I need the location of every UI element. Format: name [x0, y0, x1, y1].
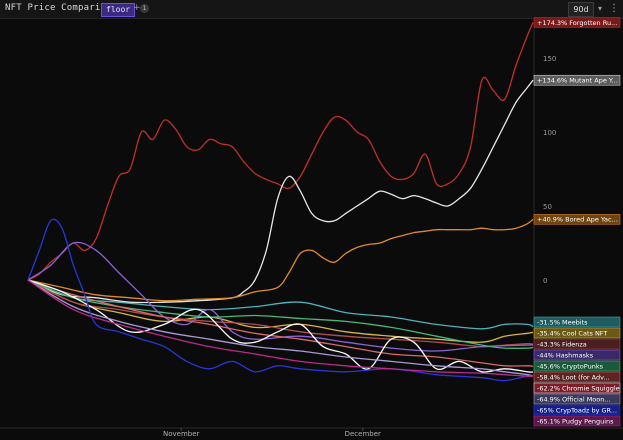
series-line-8: [27, 279, 534, 368]
y-tick-label: 100: [543, 129, 556, 137]
series-line-9: [27, 279, 534, 373]
series-line-0: [27, 22, 534, 281]
series-label-box-2: [533, 214, 621, 225]
x-tick-label: November: [163, 430, 200, 438]
series-label-box-8: [533, 371, 621, 383]
series-label-box-0: [533, 17, 621, 28]
series-line-1: [27, 79, 534, 304]
add-metric-button[interactable]: +: [133, 3, 141, 13]
y-tick-label: 0: [543, 277, 547, 285]
series-end-label-3: -31.5% Meebits: [537, 318, 588, 326]
series-line-12: [27, 279, 534, 378]
series-label-box-7: [533, 360, 621, 372]
range-select[interactable]: 90d: [568, 2, 594, 17]
series-end-label-5: -43.3% Fidenza: [537, 340, 587, 348]
y-tick-label: 150: [543, 55, 556, 63]
series-line-4: [27, 279, 534, 343]
series-line-3: [27, 279, 534, 330]
series-end-label-9: -62.2% Chromie Squiggle: [537, 384, 620, 392]
chevron-down-icon[interactable]: ▾: [597, 4, 602, 13]
series-label-box-12: [533, 415, 621, 427]
series-label-box-5: [533, 338, 621, 350]
series-label-box-9: [533, 382, 621, 394]
series-line-6: [27, 241, 534, 352]
x-tick-label: December: [345, 430, 381, 438]
series-end-label-8: -58.4% Loot (for Adv...: [537, 373, 610, 381]
series-end-label-4: -35.4% Cool Cats NFT: [537, 329, 607, 337]
series-line-10: [27, 279, 534, 377]
series-end-label-11: -65% CrypToadz by GR...: [537, 406, 617, 414]
series-label-box-1: [533, 74, 621, 86]
more-vertical-icon[interactable]: ⋮: [609, 3, 619, 14]
series-end-label-2: +40.9% Bored Ape Yac...: [537, 216, 618, 224]
series-end-label-6: -44% Hashmasks: [537, 351, 594, 359]
series-label-box-10: [533, 393, 621, 405]
chart-title: NFT Price Comparison: [5, 3, 118, 13]
series-end-label-7: -45.6% CryptoPunks: [537, 362, 604, 370]
series-end-label-12: -65.1% Pudgy Penguins: [537, 417, 614, 425]
series-label-box-6: [533, 349, 621, 361]
series-end-label-0: +174.3% Forgotten Ru...: [537, 19, 617, 27]
series-label-box-11: [533, 404, 621, 416]
y-tick-label: 50: [543, 203, 552, 211]
series-line-2: [27, 218, 534, 302]
metric-chip-floor[interactable]: floor: [101, 3, 136, 17]
series-end-label-10: -64.9% Official Moon...: [537, 395, 611, 403]
toolbar: NFT Price Comparison floor + 1 90d ▾ ⋮: [0, 0, 623, 19]
series-label-box-3: [533, 316, 621, 328]
series-end-label-1: +134.6% Mutant Ape Y...: [537, 77, 618, 85]
series-line-11: [27, 218, 534, 382]
count-badge[interactable]: 1: [140, 4, 149, 13]
series-label-box-4: [533, 327, 621, 339]
